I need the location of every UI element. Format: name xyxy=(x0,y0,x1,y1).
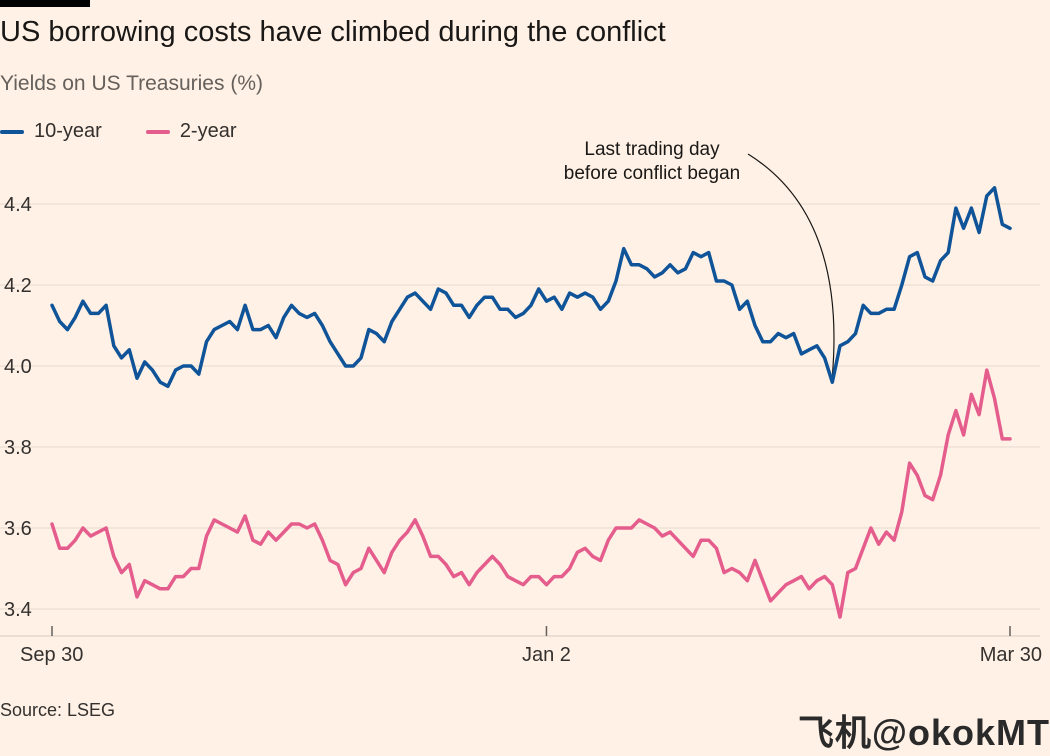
y-tick-label: 4.0 xyxy=(4,356,32,378)
y-tick-label: 4.2 xyxy=(4,275,32,297)
x-axis: Sep 30 Jan 2 Mar 30 xyxy=(0,626,1042,666)
legend-label-10-year: 10-year xyxy=(34,120,102,142)
watermark: 飞机@okokMT xyxy=(797,712,1050,753)
y-tick-label: 4.4 xyxy=(4,194,32,216)
legend-swatch-2-year xyxy=(145,129,170,134)
y-tick-label: 3.4 xyxy=(4,599,32,621)
annotation-text-line: Last trading day xyxy=(584,139,720,160)
legend-item-2-year: 2-year xyxy=(145,120,237,143)
series-line-10-year xyxy=(50,186,1012,389)
x-tick-label: Jan 2 xyxy=(522,644,571,666)
source-note: Source: LSEG xyxy=(0,700,116,720)
grid-layer xyxy=(0,203,1040,610)
series-line-2-year xyxy=(50,368,1012,619)
y-axis: 3.4 3.6 3.8 4.0 4.2 4.4 xyxy=(4,194,32,621)
y-tick-label: 3.6 xyxy=(4,518,32,540)
x-tick-label: Sep 30 xyxy=(20,644,83,666)
annotation-leader-line xyxy=(747,153,835,377)
legend-label-2-year: 2-year xyxy=(179,120,237,142)
brand-bar xyxy=(0,0,90,7)
legend-swatch-10-year xyxy=(0,129,24,134)
annotation-layer: Last trading day before conflict began xyxy=(564,139,835,377)
chart-subtitle: Yields on US Treasuries (%) xyxy=(0,72,263,95)
legend: 10-year 2-year xyxy=(0,120,237,143)
series-layer xyxy=(50,186,1012,619)
legend-item-10-year: 10-year xyxy=(0,120,102,143)
x-tick-label: Mar 30 xyxy=(980,644,1042,666)
annotation-text-line: before conflict began xyxy=(564,163,740,184)
y-tick-label: 3.8 xyxy=(4,437,32,459)
chart-title: US borrowing costs have climbed during t… xyxy=(0,16,666,48)
